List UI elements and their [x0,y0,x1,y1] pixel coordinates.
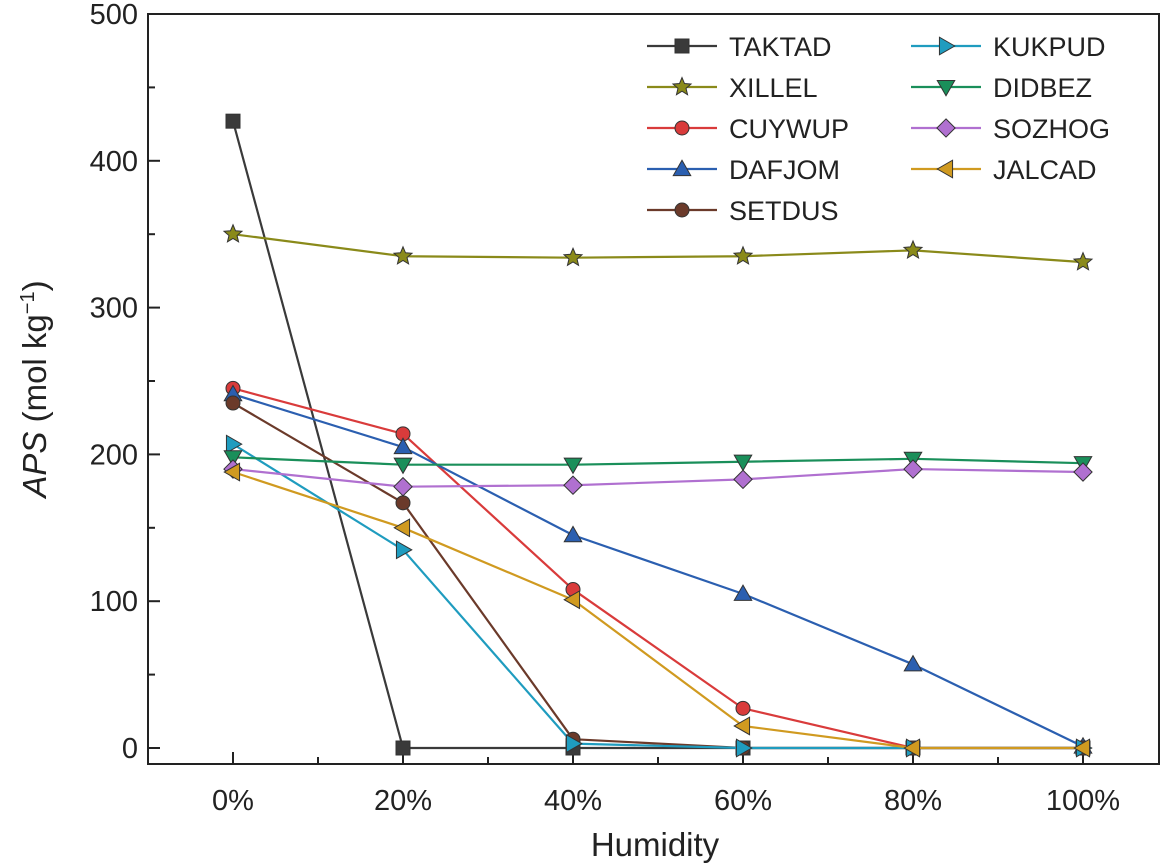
data-point-setdus [395,495,411,511]
x-tick-label: 100% [1046,785,1120,817]
legend-item-cuywup: CUYWUP [647,114,849,144]
series-line-kukpud [232,443,1083,750]
data-point-dafjom [903,654,923,672]
legend-marker-cuywup [674,120,690,136]
legend-label-cuywup: CUYWUP [729,114,849,144]
legend-item-dafjom: DAFJOM [647,155,840,185]
series-cuywup [225,380,1091,756]
series-line-dafjom [232,393,1084,748]
y-axis-title-close: ) [16,280,53,291]
data-point-didbez [563,457,583,475]
data-point-xillel [392,245,414,265]
data-point-jalcad [733,716,751,736]
data-point-jalcad [223,462,241,482]
data-point-kukpud [225,434,243,454]
legend-marker-jalcad [936,159,954,179]
legend-item-xillel: XILLEL [647,73,818,103]
series-jalcad [223,462,1091,758]
legend-item-didbez: DIDBEZ [911,73,1092,103]
data-point-dafjom [393,437,413,455]
y-axis-title-unit: (mol kg [16,314,53,431]
data-point-xillel [902,239,924,260]
x-axis-title: Humidity [591,826,720,863]
data-point-didbez [223,450,243,468]
legend-marker-xillel [671,76,693,96]
legend: TAKTAD XILLEL CUYWUP DAFJOM SETDUS KUKPUD DIDB… [647,32,1110,226]
series-sozhog [223,459,1093,497]
data-point-xillel [732,245,754,265]
axis-ticks: 0 100 200 300 400 500 0% 20% 40% 60% 80% 100% [90,0,1120,817]
legend-label-kukpud: KUKPUD [993,32,1106,62]
legend-marker-kukpud [938,36,956,56]
data-point-sozhog [903,459,923,479]
y-tick-label: 300 [90,293,138,325]
data-point-didbez [733,454,753,472]
series-kukpud [225,434,1093,758]
series-line-cuywup [232,387,1083,750]
data-point-taktad [395,740,411,756]
series-line-didbez [232,456,1084,466]
series-line-sozhog [232,467,1084,488]
legend-item-jalcad: JALCAD [911,155,1097,185]
data-point-xillel [562,246,584,267]
data-point-sozhog [1073,462,1093,482]
legend-marker-dafjom [672,159,692,177]
legend-label-sozhog: SOZHOG [993,114,1110,144]
data-point-setdus [225,395,241,411]
y-tick-label: 400 [90,146,138,178]
y-axis-title-main: APS [16,432,53,500]
legend-item-kukpud: KUKPUD [911,32,1106,62]
x-tick-label: 60% [714,785,772,817]
legend-label-xillel: XILLEL [729,73,818,103]
series-line-xillel [232,233,1084,264]
legend-label-dafjom: DAFJOM [729,155,840,185]
y-tick-label: 500 [90,0,138,31]
data-point-sozhog [393,476,413,497]
legend-label-didbez: DIDBEZ [993,73,1092,103]
legend-marker-didbez [936,79,956,97]
y-tick-label: 0 [122,733,138,765]
y-axis-title: APS (mol kg−1) [16,280,53,499]
data-point-xillel [1072,251,1094,271]
legend-label-taktad: TAKTAD [729,32,832,62]
y-axis-title-sup: −1 [17,291,39,314]
series-xillel [222,223,1094,271]
legend-marker-taktad [674,38,690,54]
x-tick-label: 40% [544,785,602,817]
data-point-jalcad [1073,738,1091,758]
data-point-cuywup [735,700,751,716]
data-point-didbez [393,457,413,475]
data-point-sozhog [563,475,583,496]
y-tick-label: 200 [90,439,138,471]
data-point-jalcad [563,590,581,610]
legend-marker-setdus [674,202,690,218]
x-tick-label: 80% [884,785,942,817]
data-point-sozhog [733,469,753,490]
series-line-setdus [232,402,1083,750]
x-tick-label: 20% [374,785,432,817]
legend-item-sozhog: SOZHOG [911,114,1110,144]
data-point-xillel [222,223,244,243]
data-point-taktad [225,113,241,129]
legend-label-setdus: SETDUS [729,196,839,226]
legend-item-taktad: TAKTAD [647,32,832,62]
data-point-kukpud [395,540,413,560]
data-point-dafjom [563,525,583,543]
plot-frame [147,13,1160,765]
data-point-jalcad [903,738,921,758]
data-point-dafjom [733,584,753,601]
x-tick-label: 0% [212,785,254,817]
series-line-jalcad [232,470,1083,750]
series-layer [222,113,1094,758]
y-tick-label: 100 [90,586,138,618]
data-point-kukpud [565,733,583,754]
data-point-jalcad [393,518,411,538]
legend-label-jalcad: JALCAD [993,155,1097,185]
data-point-kukpud [735,738,753,758]
legend-marker-sozhog [936,118,956,138]
legend-item-setdus: SETDUS [647,196,839,226]
